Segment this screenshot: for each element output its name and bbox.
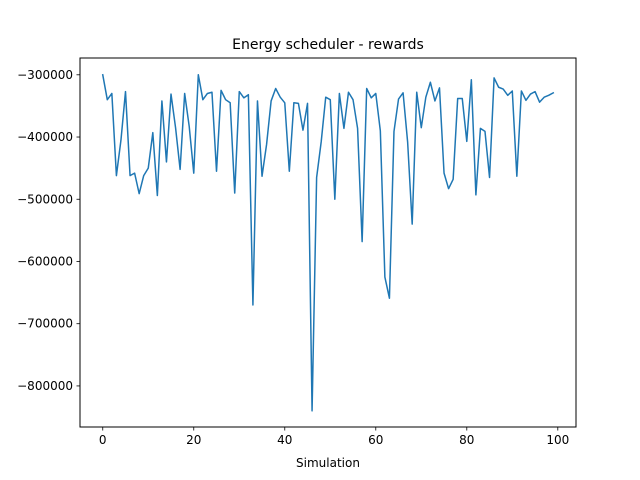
- series-line-0: [101, 73, 555, 412]
- chart-title: Energy scheduler - rewards: [232, 37, 424, 53]
- plot-frame: [79, 57, 577, 428]
- y-tick-label: −400000: [17, 130, 73, 144]
- x-tick-label: 80: [459, 433, 474, 447]
- y-tick-label: −700000: [17, 317, 73, 331]
- x-tick-label: 100: [546, 433, 569, 447]
- y-tick-label: −600000: [17, 254, 73, 268]
- y-tick-label: −800000: [17, 379, 73, 393]
- y-tick-label: −500000: [17, 192, 73, 206]
- x-axis-label: Simulation: [296, 456, 360, 470]
- x-tick-label: 40: [277, 433, 292, 447]
- x-tick-label: 60: [368, 433, 383, 447]
- y-tick-label: −300000: [17, 68, 73, 82]
- series-layer: [101, 73, 555, 412]
- x-tick-label: 20: [186, 433, 201, 447]
- x-tick-label: 0: [99, 433, 107, 447]
- y-axis-ticks: −800000 −700000 −600000 −500000 −400000 −3000…: [17, 68, 80, 393]
- x-axis-ticks: 0 20 40 60 80 100: [99, 427, 569, 447]
